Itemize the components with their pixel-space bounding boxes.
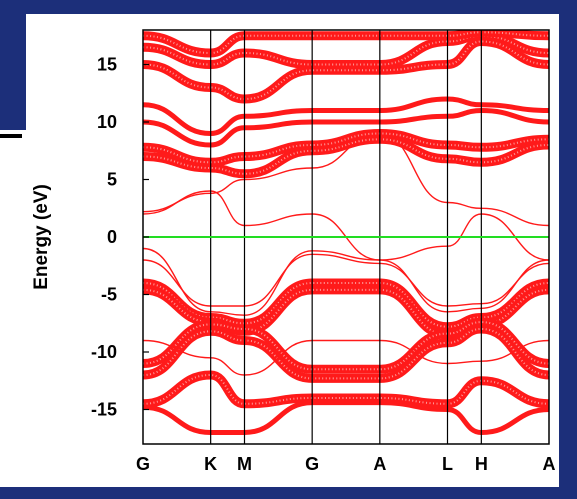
x-tick-label: A — [543, 454, 556, 474]
y-tick-label: -15 — [91, 400, 117, 420]
x-tick-label: G — [305, 454, 319, 474]
x-tick-label: L — [442, 454, 453, 474]
y-tick-label: 5 — [107, 170, 117, 190]
y-tick-label: 0 — [107, 227, 117, 247]
x-tick-label: G — [136, 454, 150, 474]
decorative-tick — [0, 134, 22, 138]
background-band-left — [0, 0, 26, 130]
y-tick-labels: 15 10 5 0 -5 -10 -15 — [91, 55, 149, 420]
background-band-bottom — [0, 487, 577, 499]
y-tick-label: -10 — [91, 342, 117, 362]
band-line-9 — [143, 339, 549, 376]
x-tick-label: A — [373, 454, 386, 474]
x-tick-label: M — [237, 454, 252, 474]
y-tick-label: 15 — [97, 55, 117, 75]
background-band-top — [0, 0, 577, 14]
y-axis-title: Energy (eV) — [31, 184, 52, 290]
y-tick-label: 10 — [97, 112, 117, 132]
background-band-right — [559, 0, 577, 499]
x-tick-label: K — [204, 454, 217, 474]
y-tick-label: -5 — [101, 285, 117, 305]
x-tick-label: H — [475, 454, 488, 474]
